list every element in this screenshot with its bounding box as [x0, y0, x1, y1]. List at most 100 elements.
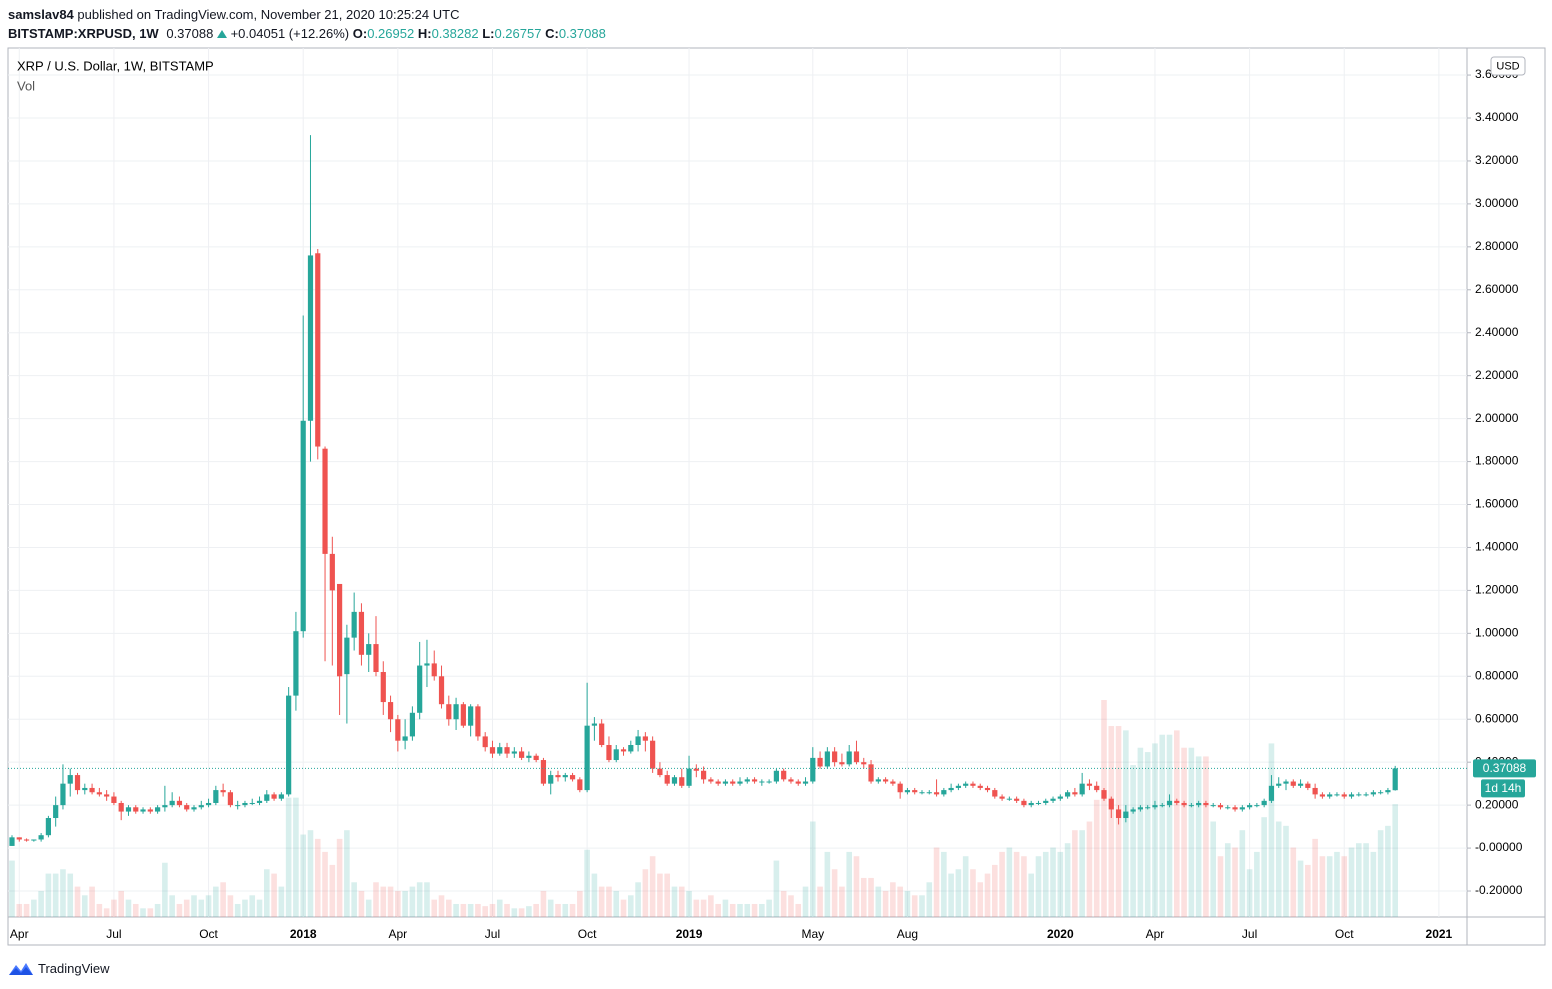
volume-bar — [751, 903, 758, 917]
candle-body — [489, 747, 496, 754]
candle-body — [1334, 794, 1340, 796]
candle-body — [933, 792, 940, 795]
symbol-line: BITSTAMP:XRPUSD, 1W 0.37088 +0.04051 (+1… — [8, 24, 606, 43]
candle-body — [569, 775, 576, 780]
countdown-box — [1481, 779, 1525, 798]
volume-bar — [125, 899, 132, 917]
candle-body — [67, 775, 73, 784]
candle-body — [1145, 807, 1151, 809]
volume-bar — [729, 903, 736, 917]
high-value: 0.38282 — [431, 26, 479, 41]
volume-bar — [1283, 825, 1289, 917]
candle-body — [839, 762, 845, 765]
candle-body — [904, 790, 911, 793]
volume-bar — [860, 877, 867, 917]
currency[interactable]: USD — [1496, 60, 1519, 72]
candle-body — [941, 790, 947, 795]
candle-body — [1312, 787, 1318, 795]
volume-bar — [446, 899, 452, 917]
candle-body — [1232, 807, 1238, 810]
volume-bar — [1195, 756, 1202, 917]
volume-bar — [1334, 851, 1340, 917]
y-tick-label: 0.60000 — [1475, 711, 1519, 725]
candle-body — [366, 644, 372, 655]
candle-body — [358, 611, 365, 655]
volume-bar — [1268, 743, 1275, 917]
open-value: 0.26952 — [367, 26, 415, 41]
volume-bar — [482, 906, 488, 917]
candle-body — [1108, 798, 1114, 810]
candle-body — [1094, 785, 1100, 791]
volume-bar — [154, 903, 161, 917]
candle-body — [977, 785, 983, 788]
volume-bar — [23, 903, 30, 917]
volume-bar — [897, 886, 903, 917]
candle-body — [45, 818, 51, 836]
volume-bar — [591, 873, 598, 917]
header: samslav84 published on TradingView.com, … — [8, 5, 606, 43]
volume-bar — [1217, 856, 1224, 917]
y-tick-label: 2.40000 — [1475, 325, 1519, 339]
y-tick-label: 3.20000 — [1475, 153, 1519, 167]
last-price-box — [1473, 759, 1536, 778]
candle-body — [861, 762, 867, 765]
volume-bar — [416, 882, 423, 917]
volume-bar — [9, 860, 15, 917]
x-tick-label: 2020 — [1047, 927, 1074, 941]
volume-bar — [948, 873, 954, 917]
volume-bar — [1072, 830, 1078, 917]
volume-bar — [919, 895, 925, 917]
volume-bar — [810, 821, 816, 917]
symbol: BITSTAMP:XRPUSD, 1W — [8, 26, 159, 41]
volume-bar — [628, 895, 634, 917]
y-tick-label: -0.20000 — [1475, 883, 1523, 897]
volume-bar — [744, 903, 751, 917]
currency-badge[interactable] — [1490, 56, 1526, 76]
volume-bar — [1377, 830, 1384, 917]
candle-body — [708, 779, 714, 782]
candle-body — [169, 800, 175, 806]
volume-bar — [1101, 700, 1107, 917]
candle-body — [1348, 794, 1355, 797]
volume-bar — [613, 890, 620, 917]
candle-body — [395, 719, 401, 741]
candle-body — [992, 790, 998, 797]
candle-body — [999, 796, 1005, 799]
volume-bar — [424, 882, 430, 917]
candle-body — [970, 783, 976, 786]
candle-body — [1174, 800, 1180, 803]
volume-bar — [169, 895, 175, 917]
candle-body — [1261, 800, 1267, 806]
volume-bar — [351, 882, 357, 917]
candle-body — [1043, 800, 1049, 803]
candle-body — [781, 770, 787, 780]
candle-body — [555, 775, 561, 778]
y-tick-label: 1.00000 — [1475, 626, 1519, 640]
candle-body — [642, 736, 648, 741]
volume-bar — [387, 886, 394, 917]
candle-body — [31, 839, 37, 841]
candle-body — [96, 792, 102, 795]
volume-bar — [533, 903, 539, 917]
volume-bar — [853, 856, 860, 917]
volume-bar — [118, 890, 124, 917]
candle-body — [1152, 805, 1158, 808]
volume-bar — [38, 890, 44, 917]
candle-body — [1225, 807, 1231, 809]
y-tick-label: 2.60000 — [1475, 282, 1519, 296]
candle-body — [737, 781, 743, 784]
candle-body — [249, 802, 255, 804]
volume-label: Vol — [17, 78, 35, 93]
volume-bar — [227, 895, 234, 917]
volume-bar — [766, 899, 772, 917]
candle-body — [1115, 809, 1122, 819]
volume-bar — [1152, 743, 1158, 917]
volume-bar — [293, 797, 299, 917]
x-tick-label: 2019 — [676, 927, 703, 941]
volume-bar — [1035, 856, 1042, 917]
candle-body — [1276, 783, 1282, 786]
candle-body — [475, 706, 481, 737]
candle-body — [679, 777, 685, 786]
candle-body — [504, 747, 510, 754]
